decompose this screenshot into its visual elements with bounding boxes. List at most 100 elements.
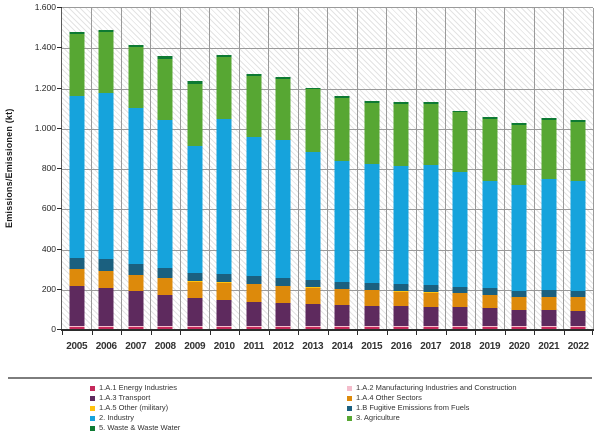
bar-segment bbox=[98, 325, 114, 328]
bar-segment bbox=[128, 47, 144, 108]
bar-segment bbox=[69, 95, 85, 259]
bar-segment bbox=[570, 180, 586, 291]
bar-segment bbox=[452, 286, 468, 294]
y-axis-tick bbox=[57, 168, 62, 169]
bar-segment bbox=[541, 289, 557, 297]
legend-item: 1.A.2 Manufacturing Industries and Const… bbox=[347, 383, 517, 393]
y-axis-tick-label: 1.600 bbox=[34, 2, 56, 12]
x-axis-tick-label: 2005 bbox=[66, 341, 88, 352]
legend-label: 5. Waste & Waste Water bbox=[99, 423, 181, 432]
bar-segment bbox=[246, 275, 262, 284]
bar-segment bbox=[157, 325, 173, 328]
bar-segment bbox=[452, 325, 468, 328]
bar-segment bbox=[128, 274, 144, 291]
bar-segment bbox=[334, 327, 350, 329]
bar-slot-2010 bbox=[210, 7, 240, 329]
y-axis-tick-label: 0 bbox=[51, 324, 56, 334]
bar-segment bbox=[393, 104, 409, 166]
bar-segment bbox=[423, 325, 439, 328]
x-axis-tick-label: 2011 bbox=[243, 341, 265, 352]
stacked-bar-2019 bbox=[482, 116, 498, 329]
x-axis-tick-label: 2008 bbox=[154, 341, 176, 352]
bar-segment bbox=[511, 123, 527, 125]
bar-segment bbox=[364, 305, 380, 326]
bar-segment bbox=[246, 325, 262, 328]
bar-segment bbox=[452, 112, 468, 173]
bar-segment bbox=[128, 44, 144, 48]
bar-segment bbox=[305, 87, 321, 90]
bar-slot-2013 bbox=[298, 7, 328, 329]
bar-segment bbox=[393, 165, 409, 285]
bar-slot-2018 bbox=[446, 7, 476, 329]
x-axis-tick-label: 2007 bbox=[125, 341, 147, 352]
bar-segment bbox=[423, 306, 439, 326]
bar-segment bbox=[423, 327, 439, 329]
bar-segment bbox=[275, 79, 291, 140]
bar-segment bbox=[187, 327, 203, 329]
bar-segment bbox=[511, 124, 527, 185]
bar-segment bbox=[364, 325, 380, 328]
bar-segment bbox=[157, 327, 173, 329]
bar-segment bbox=[511, 327, 527, 329]
x-axis-tick bbox=[327, 331, 329, 335]
bar-segment bbox=[216, 57, 232, 120]
bar-segment bbox=[482, 118, 498, 181]
bar-segment bbox=[423, 292, 439, 307]
x-axis-tick bbox=[563, 331, 565, 335]
legend-swatch-icon bbox=[90, 395, 95, 401]
bar-segment bbox=[128, 327, 144, 329]
bar-segment bbox=[128, 325, 144, 328]
bar-segment bbox=[511, 291, 527, 298]
x-axis-tick-label: 2006 bbox=[95, 341, 117, 352]
vertical-gridline bbox=[209, 8, 210, 330]
y-axis-tick-label: 1.200 bbox=[34, 82, 56, 93]
vertical-gridline bbox=[356, 8, 358, 330]
legend-swatch-icon bbox=[347, 395, 352, 401]
vertical-gridline bbox=[268, 8, 269, 330]
bar-segment bbox=[305, 89, 321, 153]
bar-segment bbox=[393, 102, 409, 105]
bar-segment bbox=[393, 327, 409, 329]
bar-slot-2019 bbox=[475, 7, 505, 329]
bar-segment bbox=[570, 121, 586, 181]
bar-slot-2016 bbox=[387, 7, 417, 329]
bar-slot-2017 bbox=[416, 7, 446, 329]
x-axis-tick bbox=[534, 331, 535, 335]
bar-segment bbox=[246, 74, 262, 77]
bar-segment bbox=[275, 285, 291, 303]
vertical-gridline bbox=[415, 8, 417, 330]
bar-segment bbox=[187, 273, 203, 282]
stacked-bar-2021 bbox=[541, 118, 557, 329]
bar-segment bbox=[452, 327, 468, 329]
x-axis-tick bbox=[445, 331, 447, 335]
bar-segment bbox=[423, 103, 439, 166]
bar-segment bbox=[187, 145, 203, 274]
bar-slot-2007 bbox=[121, 7, 151, 329]
x-axis-tick bbox=[91, 331, 93, 335]
bar-segment bbox=[393, 284, 409, 292]
vertical-gridline bbox=[592, 8, 594, 330]
x-axis-tick bbox=[357, 331, 358, 335]
bar-segment bbox=[305, 304, 321, 326]
bar-segment bbox=[305, 152, 321, 281]
bar-segment bbox=[452, 110, 468, 113]
stacked-bar-2014 bbox=[334, 96, 350, 329]
legend-item: 1.A.4 Other Sectors bbox=[347, 393, 517, 403]
bar-segment bbox=[216, 54, 232, 58]
vertical-gridline bbox=[297, 8, 299, 330]
bar-segment bbox=[482, 325, 498, 328]
legend-label: 2. Industry bbox=[99, 413, 135, 422]
bar-segment bbox=[305, 325, 321, 328]
bar-segment bbox=[157, 120, 173, 268]
bar-slot-2005 bbox=[62, 7, 92, 329]
bar-slot-2006 bbox=[92, 7, 122, 329]
y-axis-tick-label: 600 bbox=[41, 203, 56, 214]
x-axis-tick bbox=[121, 331, 122, 335]
x-axis-tick-label: 2016 bbox=[390, 341, 412, 352]
bar-slot-2009 bbox=[180, 7, 210, 329]
bar-segment bbox=[541, 118, 557, 120]
bar-slot-2012 bbox=[269, 7, 299, 329]
bar-segment bbox=[511, 184, 527, 292]
x-axis-tick-label: 2010 bbox=[213, 341, 235, 352]
